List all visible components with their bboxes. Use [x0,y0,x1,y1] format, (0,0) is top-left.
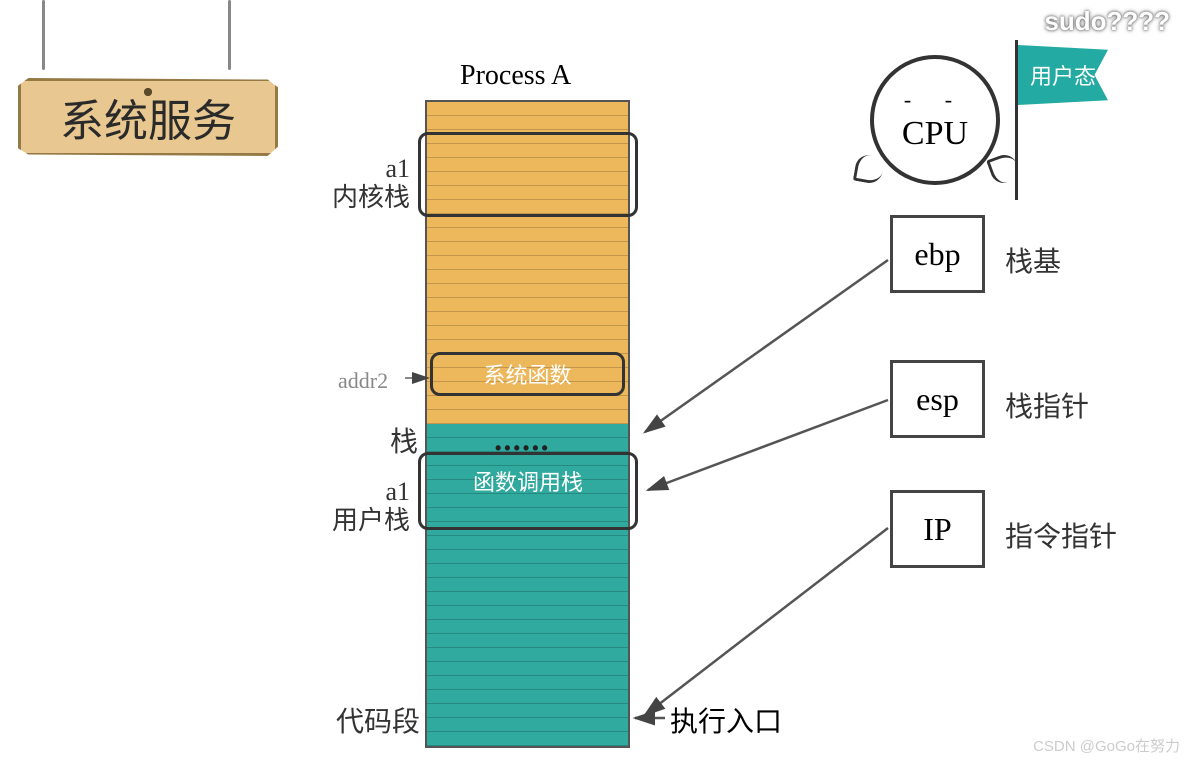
label-user-stack: a1 用户栈 [320,478,410,535]
frame-kernel-stack [418,132,638,217]
sign-rope-left [42,0,45,70]
reg-ip-box: IP [890,490,985,568]
sign-label: 系统服务 [60,85,236,149]
cpu-label: CPU [902,115,968,153]
process-title: Process A [460,60,571,92]
kernel-stack-cn: 内核栈 [320,184,410,213]
cpu-eyes: - - [904,87,966,113]
reg-ebp: ebp [914,236,960,273]
reg-esp-desc: 栈指针 [1005,385,1089,425]
label-kernel-stack: a1 内核栈 [320,155,410,212]
flag-pole [1015,40,1018,200]
overlay-sys-func: 系统函数 [430,358,625,390]
addr2-label: addr2 [338,368,388,394]
user-stack-a1: a1 [320,478,410,507]
watermark-bottom: CSDN @GoGo在努力 [1033,735,1180,756]
reg-esp-box: esp [890,360,985,438]
flag: 用户态 [1018,45,1108,105]
entry-label: 执行入口 [670,700,782,740]
kernel-stack-a1: a1 [320,155,410,184]
reg-ebp-desc: 栈基 [1005,240,1061,280]
overlay-user-stack: 函数调用栈 [418,465,638,497]
user-stack-cn: 用户栈 [320,507,410,536]
sign-rope-right [228,0,231,70]
flag-label: 用户态 [1030,59,1096,91]
watermark-top: sudo???? [1044,6,1170,37]
cpu-character: - - CPU [870,55,1000,185]
code-segment-label: 代码段 [320,700,420,740]
reg-ebp-box: ebp [890,215,985,293]
reg-esp: esp [916,381,959,418]
reg-ip: IP [923,511,951,548]
stack-label: 栈 [378,420,418,460]
reg-ip-desc: 指令指针 [1005,515,1117,555]
